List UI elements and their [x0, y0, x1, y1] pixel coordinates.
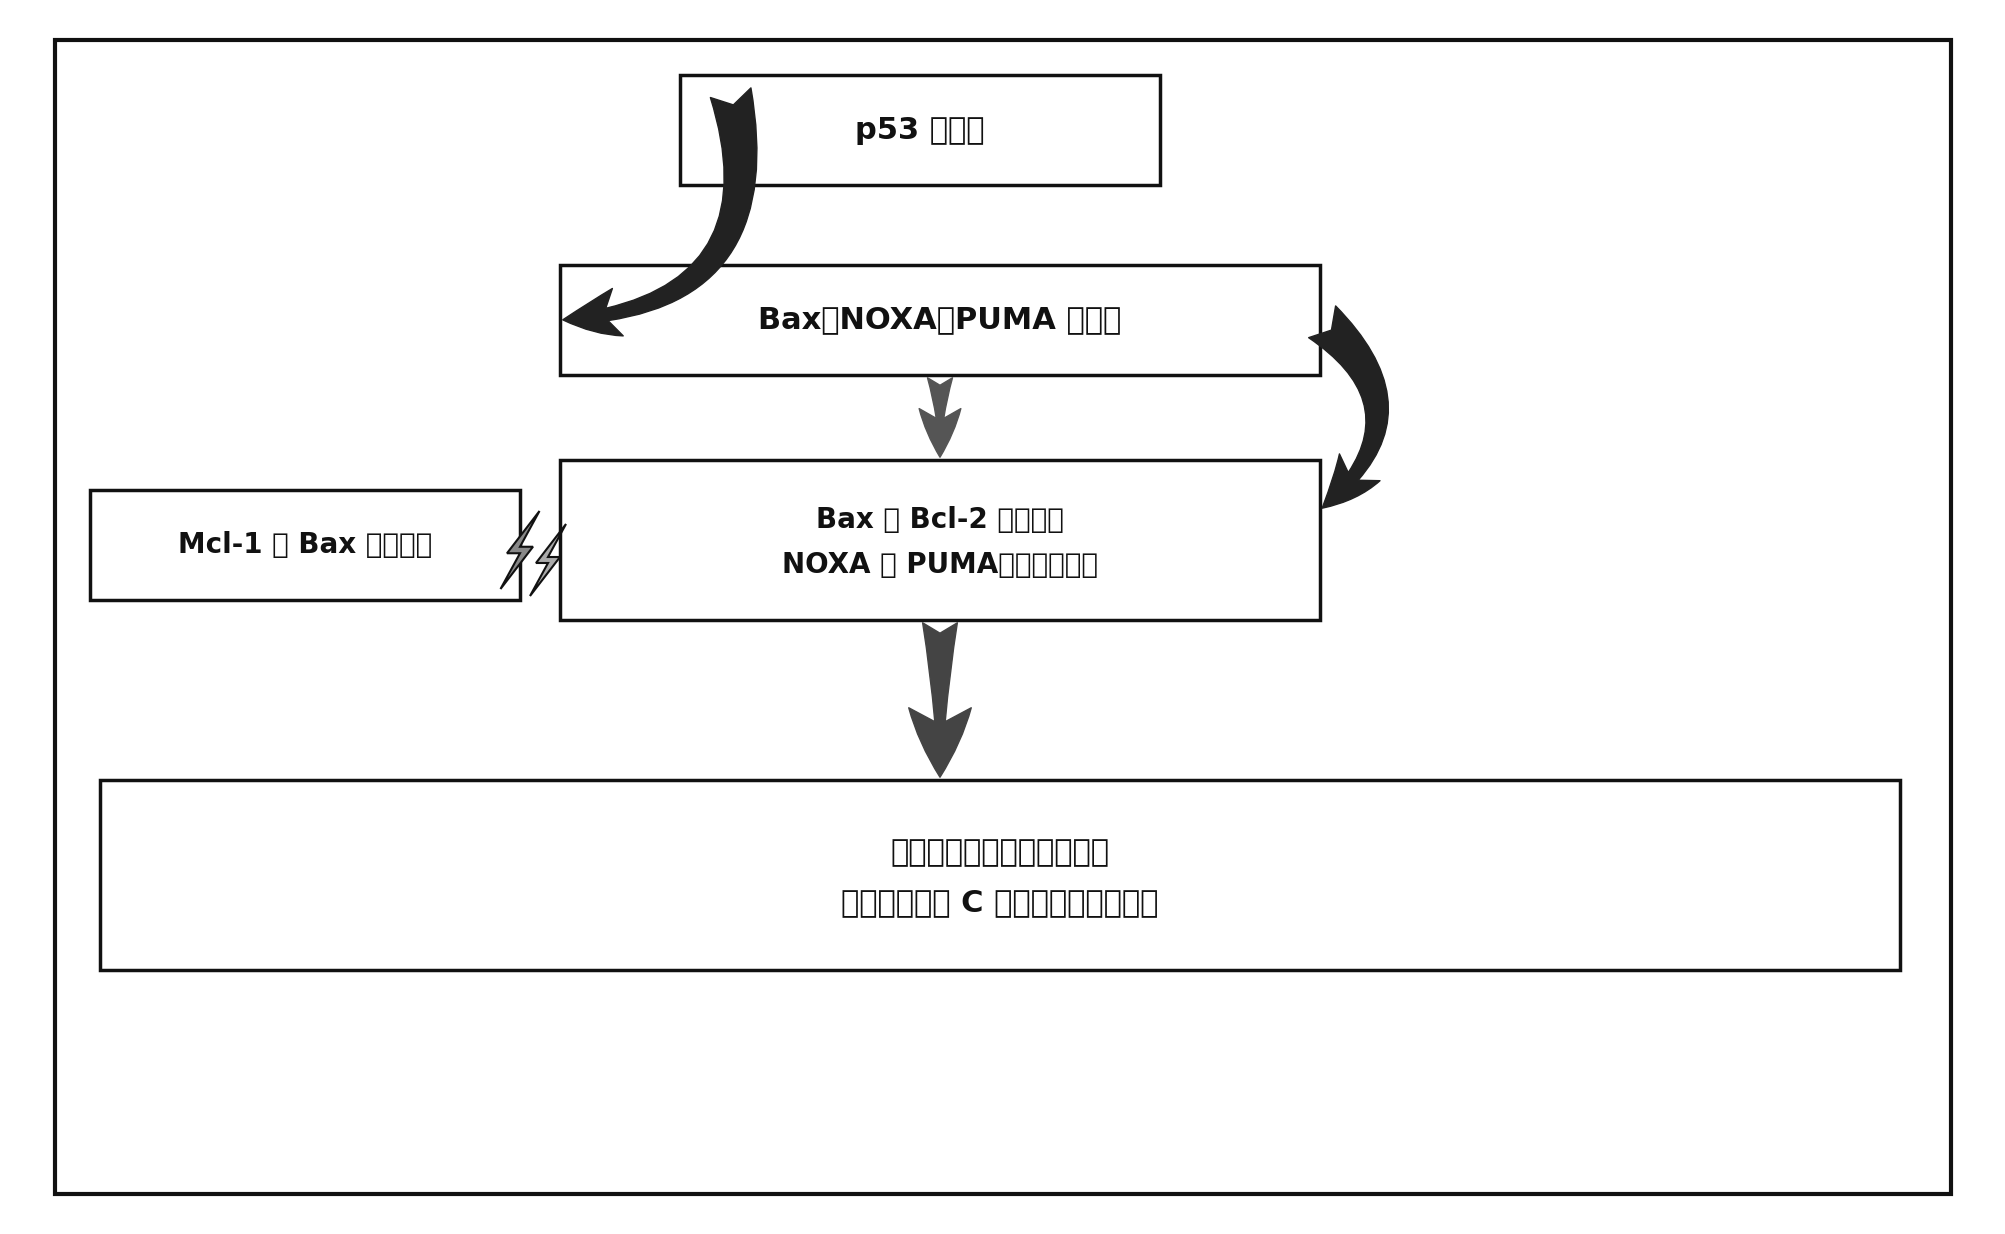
Bar	[559, 460, 1319, 619]
FancyArrowPatch shape	[918, 378, 960, 458]
Text: NOXA 和 PUMA结合线粒体膜: NOXA 和 PUMA结合线粒体膜	[782, 552, 1097, 579]
Text: Bax 与 Bcl-2 二聚化，: Bax 与 Bcl-2 二聚化，	[816, 506, 1063, 534]
FancyArrowPatch shape	[1307, 306, 1387, 508]
FancyArrowPatch shape	[563, 88, 756, 336]
Text: Mcl-1 与 Bax 杂二聚化: Mcl-1 与 Bax 杂二聚化	[178, 531, 431, 559]
Polygon shape	[529, 524, 565, 596]
FancyArrowPatch shape	[908, 623, 970, 777]
Polygon shape	[501, 511, 539, 589]
Bar	[100, 780, 1899, 970]
Text: p53 的刺激: p53 的刺激	[854, 116, 984, 144]
Text: Bax、NOXA、PUMA 的上调: Bax、NOXA、PUMA 的上调	[758, 306, 1121, 334]
Text: 导致细胞色素 C 释放和最终诱导凋亡: 导致细胞色素 C 释放和最终诱导凋亡	[840, 888, 1159, 918]
Bar	[90, 490, 519, 600]
Text: 线粒体膜的孔通透性提高，: 线粒体膜的孔通透性提高，	[890, 838, 1109, 868]
Bar	[680, 75, 1159, 185]
Bar	[559, 265, 1319, 375]
